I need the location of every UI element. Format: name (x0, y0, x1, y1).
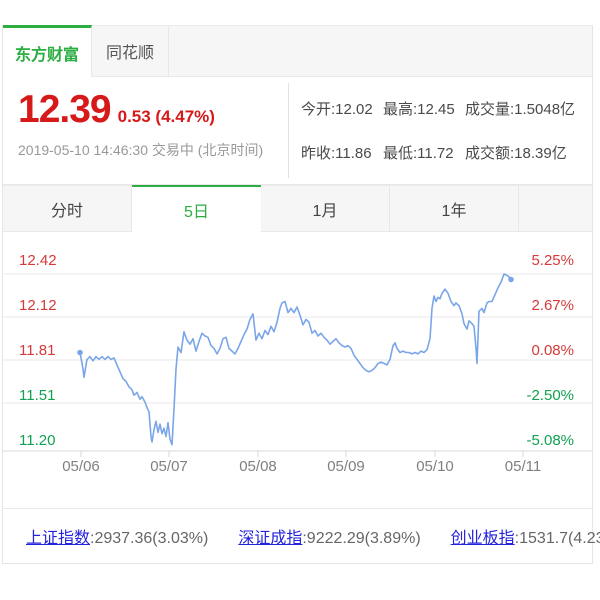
index-value: :9222.29(3.89%) (302, 530, 421, 547)
price-chart[interactable]: 12.42 12.12 11.81 11.51 11.20 5.25% 2.67% 0.08%… (3, 232, 592, 508)
quote-price-block: 12.39 0.53 (4.47%) 2019-05-10 14:46:30 交… (3, 77, 288, 184)
y-axis-label-right: -5.08% (526, 432, 574, 449)
x-axis-label: 05/10 (416, 458, 454, 475)
price-line-endpoint-dot (77, 349, 83, 356)
quote-section: 12.39 0.53 (4.47%) 2019-05-10 14:46:30 交… (3, 77, 592, 185)
price-line-endpoint-dot (508, 276, 514, 283)
price-change: 0.53 (4.47%) (117, 107, 215, 126)
stat-open: 今开:12.02 (301, 101, 373, 118)
period-tab-1month[interactable]: 1月 (261, 185, 390, 232)
chart-canvas (3, 273, 592, 457)
stat-high: 最高:12.45 (383, 101, 455, 118)
period-tab-intraday[interactable]: 分时 (3, 185, 132, 232)
stat-turnover: 成交额:18.39亿 (465, 145, 567, 162)
index-group: 上证指数:2937.36(3.03%) (26, 524, 208, 548)
y-axis-label-left: 12.12 (19, 297, 57, 314)
y-axis-label-left: 12.42 (19, 252, 57, 269)
index-group: 创业板指:1531.7(4.23%) (451, 524, 600, 548)
current-price: 12.39 (18, 88, 112, 131)
stock-quote-widget: 东方财富 同花顺 12.39 0.53 (4.47%) 2019-05-10 1… (2, 25, 600, 564)
x-axis-label: 05/08 (239, 458, 277, 475)
y-axis-label-right: -2.50% (526, 387, 574, 404)
tab-tonghuashun[interactable]: 同花顺 (92, 25, 169, 77)
source-tab-bar: 东方财富 同花顺 (3, 25, 592, 77)
index-link-shanghai[interactable]: 上证指数 (26, 530, 91, 547)
stat-volume: 成交量:1.5048亿 (465, 101, 576, 118)
y-axis-label-left: 11.20 (19, 432, 56, 449)
period-tab-filler (519, 185, 592, 232)
period-tab-bar: 分时 5日 1月 1年 (3, 185, 592, 232)
tab-bar-filler (169, 25, 592, 77)
y-axis-label-right: 5.25% (531, 252, 574, 269)
index-value: :2937.36(3.03%) (90, 530, 209, 547)
x-axis-label: 05/07 (150, 458, 188, 475)
index-group: 深证成指:9222.29(3.89%) (238, 524, 420, 548)
y-axis-label-left: 11.51 (19, 387, 56, 404)
tab-dongfangcaifu[interactable]: 东方财富 (3, 25, 92, 77)
index-link-shenzhen[interactable]: 深证成指 (238, 530, 303, 547)
x-axis-label: 05/09 (327, 458, 365, 475)
stat-low: 最低:11.72 (383, 145, 454, 162)
x-axis-label: 05/11 (504, 458, 542, 475)
index-links-row: 上证指数:2937.36(3.03%) 深证成指:9222.29(3.89%) … (3, 508, 600, 563)
price-line (79, 273, 512, 446)
y-axis-label-left: 11.81 (19, 342, 56, 359)
y-axis-label-right: 0.08% (531, 342, 574, 359)
period-tab-1year[interactable]: 1年 (390, 185, 519, 232)
quote-timestamp: 2019-05-10 14:46:30 交易中 (北京时间) (18, 141, 264, 158)
stat-prev-close: 昨收:11.86 (301, 145, 372, 162)
quote-stats-block: 今开:12.02 最高:12.45 成交量:1.5048亿 昨收:11.86 最… (288, 83, 592, 178)
y-axis-label-right: 2.67% (531, 297, 574, 314)
index-link-chinext[interactable]: 创业板指 (450, 530, 515, 547)
index-value: :1531.7(4.23%) (514, 530, 600, 547)
x-axis-label: 05/06 (62, 458, 100, 475)
period-tab-5day[interactable]: 5日 (132, 185, 261, 232)
